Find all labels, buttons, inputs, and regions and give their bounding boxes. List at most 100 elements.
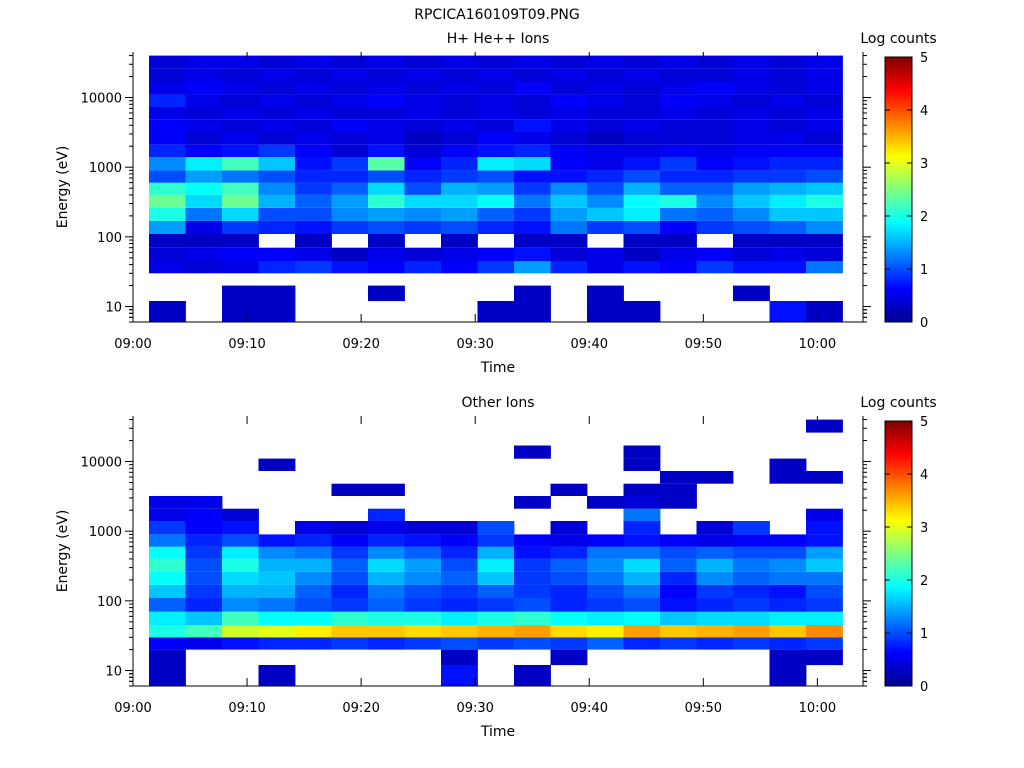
heatmap-cell bbox=[660, 208, 697, 221]
heatmap-cell bbox=[477, 572, 515, 585]
heatmap-cell bbox=[258, 81, 296, 95]
heatmap-cell bbox=[806, 572, 843, 585]
heatmap-cell bbox=[696, 68, 734, 82]
heatmap-cell bbox=[550, 144, 588, 157]
heatmap-cell bbox=[222, 301, 259, 322]
heatmap-cell bbox=[514, 247, 551, 262]
heatmap-cell bbox=[477, 521, 515, 535]
heatmap-cell bbox=[696, 572, 734, 585]
heatmap-cell bbox=[769, 208, 807, 221]
heatmap-cell bbox=[368, 611, 405, 626]
heatmap-cell bbox=[404, 584, 442, 598]
panel-title: H+ He++ Ions bbox=[447, 31, 550, 47]
heatmap-cell bbox=[587, 194, 624, 208]
heatmap-cell bbox=[368, 157, 405, 171]
heatmap-cell bbox=[149, 68, 186, 82]
heatmap-cell bbox=[477, 301, 515, 322]
heatmap-cell bbox=[623, 508, 661, 521]
heatmap-cell bbox=[733, 157, 770, 171]
heatmap-cell bbox=[149, 234, 186, 248]
heatmap-cell bbox=[368, 68, 405, 82]
heatmap-cell bbox=[696, 220, 734, 234]
heatmap-cell bbox=[769, 234, 807, 248]
heatmap-cell bbox=[623, 483, 661, 496]
heatmap-cell bbox=[550, 194, 588, 208]
heatmap-cell bbox=[222, 194, 259, 208]
heatmap-cell bbox=[733, 132, 770, 145]
heatmap-cell bbox=[550, 625, 588, 638]
x-tick-label: 10:00 bbox=[799, 337, 836, 352]
heatmap-cell bbox=[623, 301, 661, 322]
heatmap-cell bbox=[331, 558, 369, 572]
heatmap-cell bbox=[477, 194, 515, 208]
heatmap-cell bbox=[404, 598, 442, 612]
heatmap-cell bbox=[769, 220, 807, 234]
heatmap-cell bbox=[441, 598, 478, 612]
heatmap-cell bbox=[696, 208, 734, 221]
heatmap-cell bbox=[733, 68, 770, 82]
heatmap-cell bbox=[769, 68, 807, 82]
heatmap-cell bbox=[514, 572, 551, 585]
heatmap-cell bbox=[660, 584, 697, 598]
heatmap-cell bbox=[295, 247, 332, 262]
heatmap-cell bbox=[368, 483, 405, 496]
heatmap-cell bbox=[477, 247, 515, 262]
heatmap-cell bbox=[441, 94, 478, 107]
heatmap-cell bbox=[331, 625, 369, 638]
heatmap-cell bbox=[769, 247, 807, 262]
colorbar-tick-label: 5 bbox=[920, 415, 928, 430]
heatmap-cell bbox=[623, 81, 661, 95]
heatmap-cell bbox=[258, 458, 296, 471]
heatmap-cell bbox=[404, 611, 442, 626]
heatmap-cell bbox=[185, 534, 223, 547]
heatmap-cell bbox=[441, 534, 478, 547]
heatmap-cell bbox=[222, 247, 259, 262]
heatmap-cell bbox=[696, 170, 734, 183]
colorbar-tick-label: 0 bbox=[920, 680, 928, 695]
heatmap-cell bbox=[149, 508, 186, 521]
heatmap-cell bbox=[660, 68, 697, 82]
heatmap-cell bbox=[696, 584, 734, 598]
heatmap-cell bbox=[368, 261, 405, 274]
heatmap-cell bbox=[660, 119, 697, 132]
heatmap-cell bbox=[258, 625, 296, 638]
heatmap-cell bbox=[660, 483, 697, 496]
heatmap-cell bbox=[258, 584, 296, 598]
heatmap-cell bbox=[185, 247, 223, 262]
heatmap-cell bbox=[149, 546, 186, 559]
heatmap-cell bbox=[441, 521, 478, 535]
heatmap-cell bbox=[222, 285, 259, 302]
heatmap-cell bbox=[185, 508, 223, 521]
heatmap-cell bbox=[660, 558, 697, 572]
heatmap-cell bbox=[404, 220, 442, 234]
heatmap-cell bbox=[149, 81, 186, 95]
heatmap-cell bbox=[258, 208, 296, 221]
heatmap-cell bbox=[623, 546, 661, 559]
heatmap-cell bbox=[550, 546, 588, 559]
heatmap-cell bbox=[769, 611, 807, 626]
heatmap-cell bbox=[331, 107, 369, 120]
colorbar-tick-label: 1 bbox=[920, 263, 928, 278]
heatmap-cell bbox=[550, 182, 588, 195]
heatmap-cell bbox=[696, 625, 734, 638]
heatmap-cell bbox=[185, 637, 223, 650]
y-tick-label: 10 bbox=[105, 301, 122, 316]
x-tick-label: 09:50 bbox=[685, 337, 722, 352]
panel-other-ions: 09:00 09:10 09:20 09:30 09:40 09:50 10:0010100… bbox=[55, 395, 937, 740]
heatmap-cell bbox=[368, 584, 405, 598]
heatmap-cell bbox=[185, 261, 223, 274]
heatmap-cell bbox=[660, 94, 697, 107]
heatmap-cell bbox=[769, 572, 807, 585]
heatmap-cell bbox=[733, 625, 770, 638]
heatmap-cell bbox=[258, 261, 296, 274]
heatmap-cell bbox=[477, 107, 515, 120]
heatmap-cell bbox=[660, 611, 697, 626]
heatmap-cell bbox=[769, 81, 807, 95]
heatmap-cell bbox=[331, 194, 369, 208]
heatmap-cell bbox=[149, 558, 186, 572]
heatmap-cell bbox=[258, 665, 296, 686]
heatmap-cell bbox=[587, 119, 624, 132]
heatmap-cell bbox=[769, 132, 807, 145]
heatmap-cell bbox=[660, 157, 697, 171]
heatmap-cell bbox=[149, 144, 186, 157]
